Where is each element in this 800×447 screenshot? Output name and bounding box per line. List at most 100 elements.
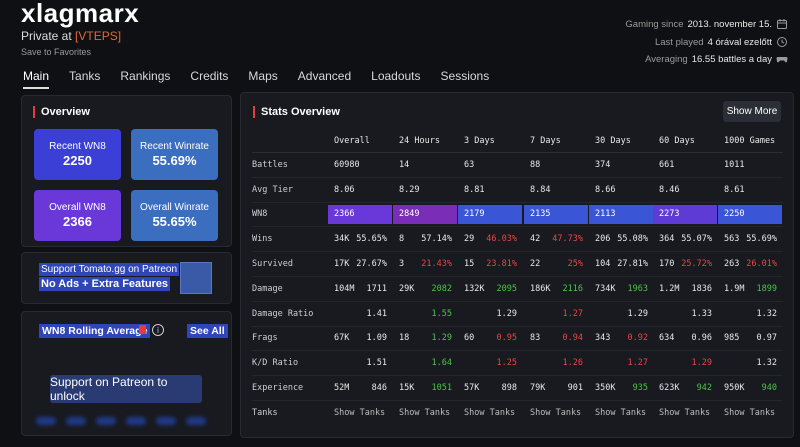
stats-row-damage: Damage 104M 1711 29K 2082 132K 2095 186K 2116 734… bbox=[252, 277, 783, 302]
stat-value: 55.65% bbox=[356, 234, 387, 245]
stat-value: 1.29 bbox=[431, 333, 452, 344]
show-tanks-link[interactable]: Show Tanks bbox=[530, 408, 582, 419]
stat-count: 79K bbox=[530, 383, 546, 394]
stat-value: 1011 bbox=[724, 159, 745, 170]
stat-count: 263 bbox=[724, 259, 740, 270]
see-all-link[interactable]: See All bbox=[187, 324, 228, 338]
stat-value: 23.81% bbox=[486, 259, 517, 270]
stat-count: 186K bbox=[530, 283, 551, 294]
stat-count: 206 bbox=[595, 234, 611, 245]
tab-credits[interactable]: Credits bbox=[190, 69, 229, 83]
stat-value: 8.61 bbox=[724, 184, 745, 195]
row-label: WN8 bbox=[252, 209, 268, 220]
stats-row-avg_tier: Avg Tier 8.06 8.29 8.81 8.84 8.66 8.46 8.61 bbox=[252, 178, 783, 203]
stat-value: 55.08% bbox=[617, 234, 648, 245]
clock-icon bbox=[777, 37, 787, 47]
row-label: Avg Tier bbox=[252, 184, 293, 195]
stat-value: 1899 bbox=[756, 283, 777, 294]
column-header: 3 Days bbox=[464, 135, 495, 146]
stats-table: Overall 24 Hours 3 Days 7 Days 30 Days 60 Day… bbox=[252, 129, 783, 426]
stat-value: 1.29 bbox=[627, 308, 648, 319]
recent-winrate-card: Recent Winrate 55.69% bbox=[131, 129, 218, 180]
show-tanks-link[interactable]: Show Tanks bbox=[399, 408, 451, 419]
stats-row-kd: K/D Ratio 1.51 1.64 1.25 1.26 1.27 1.29 1.32 bbox=[252, 351, 783, 377]
stats-row-wins: Wins 34K 55.65% 8 57.14% 29 46.03% 42 47.73% 206 5… bbox=[252, 227, 783, 253]
row-label: Tanks bbox=[252, 408, 278, 419]
tab-main[interactable]: Main bbox=[23, 69, 50, 89]
unlock-patreon-button[interactable]: Support on Patreon to unlock bbox=[50, 375, 202, 403]
stat-count: 3 bbox=[399, 259, 405, 270]
show-tanks-link[interactable]: Show Tanks bbox=[464, 408, 516, 419]
blurred-value bbox=[186, 417, 206, 425]
stat-value: 1.27 bbox=[627, 358, 648, 369]
stat-value: 1.27 bbox=[562, 308, 583, 319]
column-header: 24 Hours bbox=[399, 135, 440, 146]
stat-count: 52M bbox=[334, 383, 350, 394]
patreon-image[interactable] bbox=[180, 262, 212, 294]
wn8-value: 2135 bbox=[524, 204, 588, 225]
stat-value: 1051 bbox=[431, 383, 452, 394]
patreon-support-link[interactable]: Support Tomato.gg on Patreon bbox=[39, 263, 180, 276]
stat-value: 2095 bbox=[496, 283, 517, 294]
stat-value: 1.29 bbox=[691, 358, 712, 369]
tab-tanks[interactable]: Tanks bbox=[69, 69, 101, 83]
stat-value: 0.97 bbox=[756, 333, 777, 344]
overview-title: Overview bbox=[33, 106, 90, 118]
tab-advanced[interactable]: Advanced bbox=[297, 69, 352, 83]
record-icon bbox=[139, 325, 146, 334]
show-tanks-link[interactable]: Show Tanks bbox=[659, 408, 711, 419]
stat-value: 25% bbox=[567, 259, 583, 270]
averaging-value: 16.55 battles a day bbox=[691, 53, 772, 65]
stat-value: 46.03% bbox=[486, 234, 517, 245]
overall-wn8-label: Overall WN8 bbox=[49, 202, 106, 213]
show-tanks-link[interactable]: Show Tanks bbox=[595, 408, 647, 419]
stat-value: 1.51 bbox=[366, 358, 387, 369]
stat-value: 26.01% bbox=[746, 259, 777, 270]
stat-value: 21.43% bbox=[421, 259, 452, 270]
clan-tag-link[interactable]: [VTEPS] bbox=[75, 29, 122, 43]
row-label: Survived bbox=[252, 259, 293, 270]
stat-count: 1.9M bbox=[724, 283, 745, 294]
tab-rankings[interactable]: Rankings bbox=[120, 69, 171, 83]
wn8-value: 2366 bbox=[328, 204, 392, 225]
stat-value: 27.67% bbox=[356, 259, 387, 270]
tab-maps[interactable]: Maps bbox=[248, 69, 278, 83]
stat-count: 985 bbox=[724, 333, 740, 344]
stat-count: 22 bbox=[530, 259, 541, 270]
tab-sessions[interactable]: Sessions bbox=[440, 69, 490, 83]
stat-count: 67K bbox=[334, 333, 350, 344]
stat-value: 1.29 bbox=[496, 308, 517, 319]
stat-value: 940 bbox=[761, 383, 777, 394]
stat-value: 661 bbox=[659, 159, 675, 170]
overall-wn8-card: Overall WN8 2366 bbox=[34, 190, 121, 241]
row-label: Wins bbox=[252, 234, 273, 245]
stat-count: 563 bbox=[724, 234, 740, 245]
info-icon[interactable]: i bbox=[152, 324, 164, 336]
column-header: Overall bbox=[334, 135, 370, 146]
stat-value: 935 bbox=[632, 383, 648, 394]
stat-count: 57K bbox=[464, 383, 480, 394]
overall-winrate-value: 55.65% bbox=[152, 214, 197, 229]
stats-row-experience: Experience 52M 846 15K 1051 57K 898 79K 901 350K 9… bbox=[252, 376, 783, 401]
stat-count: 104M bbox=[334, 283, 355, 294]
stat-value: 0.94 bbox=[562, 333, 583, 344]
stat-count: 15K bbox=[399, 383, 415, 394]
show-more-button[interactable]: Show More bbox=[723, 101, 781, 122]
stat-value: 8.81 bbox=[464, 184, 485, 195]
stat-value: 8.06 bbox=[334, 184, 355, 195]
overall-winrate-label: Overall Winrate bbox=[140, 202, 209, 213]
patreon-features-text: No Ads + Extra Features bbox=[39, 277, 171, 291]
wn8-value: 2113 bbox=[589, 204, 653, 225]
stat-value: 1.33 bbox=[691, 308, 712, 319]
recent-winrate-label: Recent Winrate bbox=[140, 141, 209, 152]
stat-count: 34K bbox=[334, 234, 350, 245]
stat-count: 29 bbox=[464, 234, 475, 245]
stat-value: 2082 bbox=[431, 283, 452, 294]
show-tanks-link[interactable]: Show Tanks bbox=[724, 408, 776, 419]
stat-value: 1711 bbox=[366, 283, 387, 294]
stat-value: 88 bbox=[530, 159, 541, 170]
save-to-favorites-link[interactable]: Save to Favorites bbox=[21, 47, 92, 57]
show-tanks-link[interactable]: Show Tanks bbox=[334, 408, 386, 419]
tab-loadouts[interactable]: Loadouts bbox=[371, 69, 421, 83]
stat-value: 27.81% bbox=[617, 259, 648, 270]
